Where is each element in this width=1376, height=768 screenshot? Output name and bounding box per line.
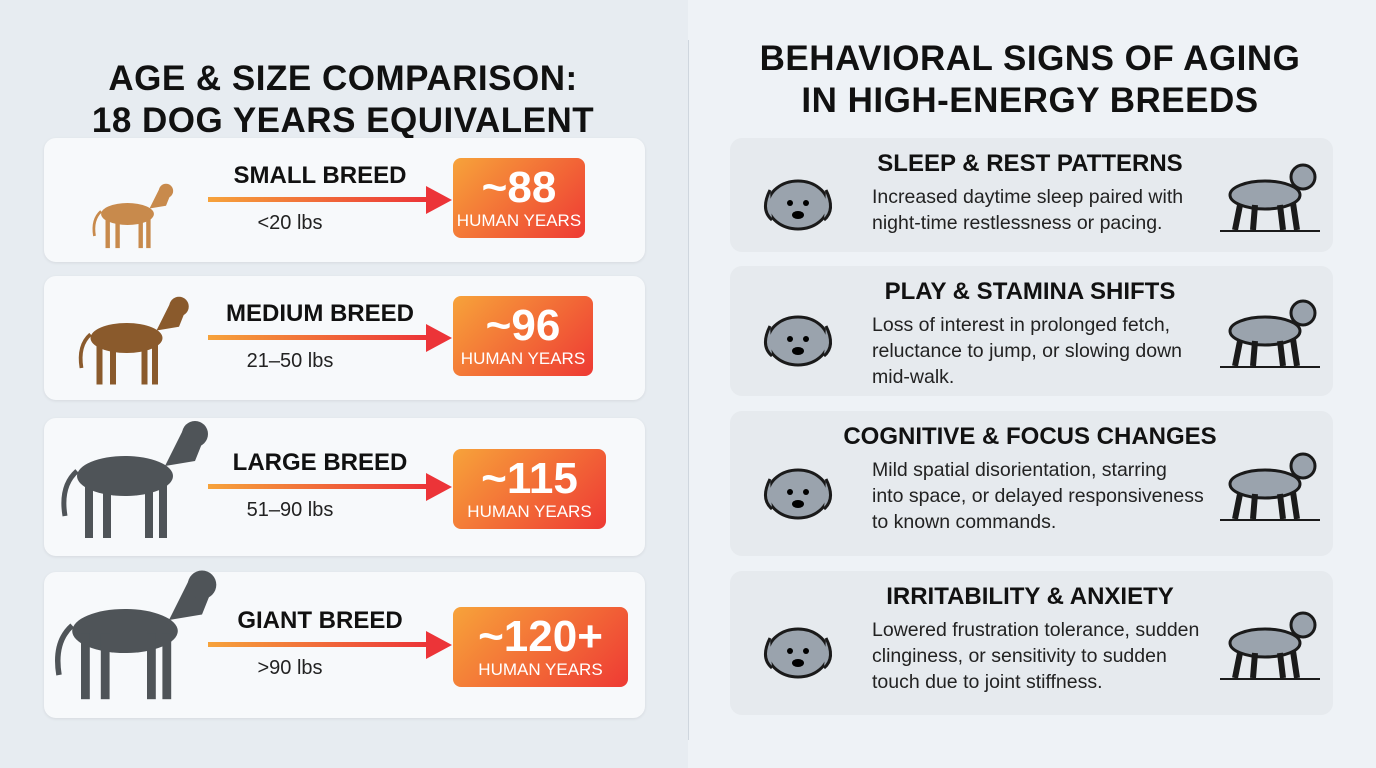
dog-photo [61, 421, 208, 538]
arrow [208, 631, 452, 659]
breed-weight: <20 lbs [257, 212, 323, 234]
behavior-text: Loss of interest in prolonged fetch, [872, 314, 1171, 336]
behavior-icon [764, 179, 832, 231]
divider [688, 40, 689, 740]
age-badge: ~96 HUMAN YEARS [453, 296, 593, 376]
breed-name: SMALL BREED [233, 162, 407, 189]
behavior-heading: PLAY & STAMINA SHIFTS [884, 278, 1176, 305]
breed-weight: 21–50 lbs [246, 350, 334, 372]
behavior-text: reluctance to jump, or slowing down [872, 340, 1182, 362]
dog-photo [92, 183, 173, 248]
behavior-heading: SLEEP & REST PATTERNS [877, 150, 1183, 177]
age-value: ~120+ [478, 612, 603, 661]
arrow [208, 473, 452, 501]
arrow [208, 324, 452, 352]
behavior-text: mid-walk. [872, 366, 955, 388]
behavior-text: touch due to joint stiffness. [872, 671, 1103, 693]
dog-icon [1220, 163, 1320, 232]
behavior-icon [764, 315, 832, 367]
behavior-text: night-time restlessness or pacing. [872, 212, 1163, 234]
behavior-text: Increased daytime sleep paired with [872, 186, 1184, 208]
behavior-text: into space, or delayed responsiveness [872, 485, 1204, 507]
behavior-heading: IRRITABILITY & ANXIETY [886, 583, 1174, 610]
behavior-text: clinginess, or sensitivity to sudden [872, 645, 1167, 667]
breed-name: GIANT BREED [237, 607, 403, 634]
dog-icon [1220, 452, 1320, 521]
age-badge: ~120+ HUMAN YEARS [453, 607, 628, 687]
behavior-text: to known commands. [872, 511, 1057, 533]
dog-photo [54, 570, 216, 700]
dog-icon [1220, 299, 1320, 368]
age-unit: HUMAN YEARS [467, 502, 592, 521]
age-unit: HUMAN YEARS [478, 660, 603, 679]
right-title: BEHAVIORAL SIGNS OF AGING [759, 39, 1301, 78]
breed-name: MEDIUM BREED [225, 300, 414, 327]
age-unit: HUMAN YEARS [456, 211, 582, 230]
behavior-text: Lowered frustration tolerance, sudden [872, 619, 1200, 641]
age-badge: ~88 HUMAN YEARS [453, 158, 585, 238]
left-title: AGE & SIZE COMPARISON: [108, 59, 578, 98]
age-unit: HUMAN YEARS [460, 349, 586, 368]
left-title: 18 DOG YEARS EQUIVALENT [91, 101, 595, 140]
age-value: ~96 [485, 301, 561, 350]
right-title: IN HIGH-ENERGY BREEDS [801, 81, 1259, 120]
age-value: ~115 [481, 454, 578, 503]
behavior-text: Mild spatial disorientation, starring [872, 459, 1167, 481]
behavior-icon [764, 468, 832, 519]
breed-name: LARGE BREED [232, 449, 408, 476]
age-value: ~88 [481, 163, 557, 212]
dog-icon [1220, 611, 1320, 680]
breed-weight: >90 lbs [257, 657, 323, 679]
arrow [208, 186, 452, 214]
dog-photo [78, 296, 189, 384]
age-badge: ~115 HUMAN YEARS [453, 449, 606, 529]
breed-weight: 51–90 lbs [246, 499, 334, 521]
behavior-icon [764, 627, 832, 679]
behavior-heading: COGNITIVE & FOCUS CHANGES [843, 423, 1217, 450]
